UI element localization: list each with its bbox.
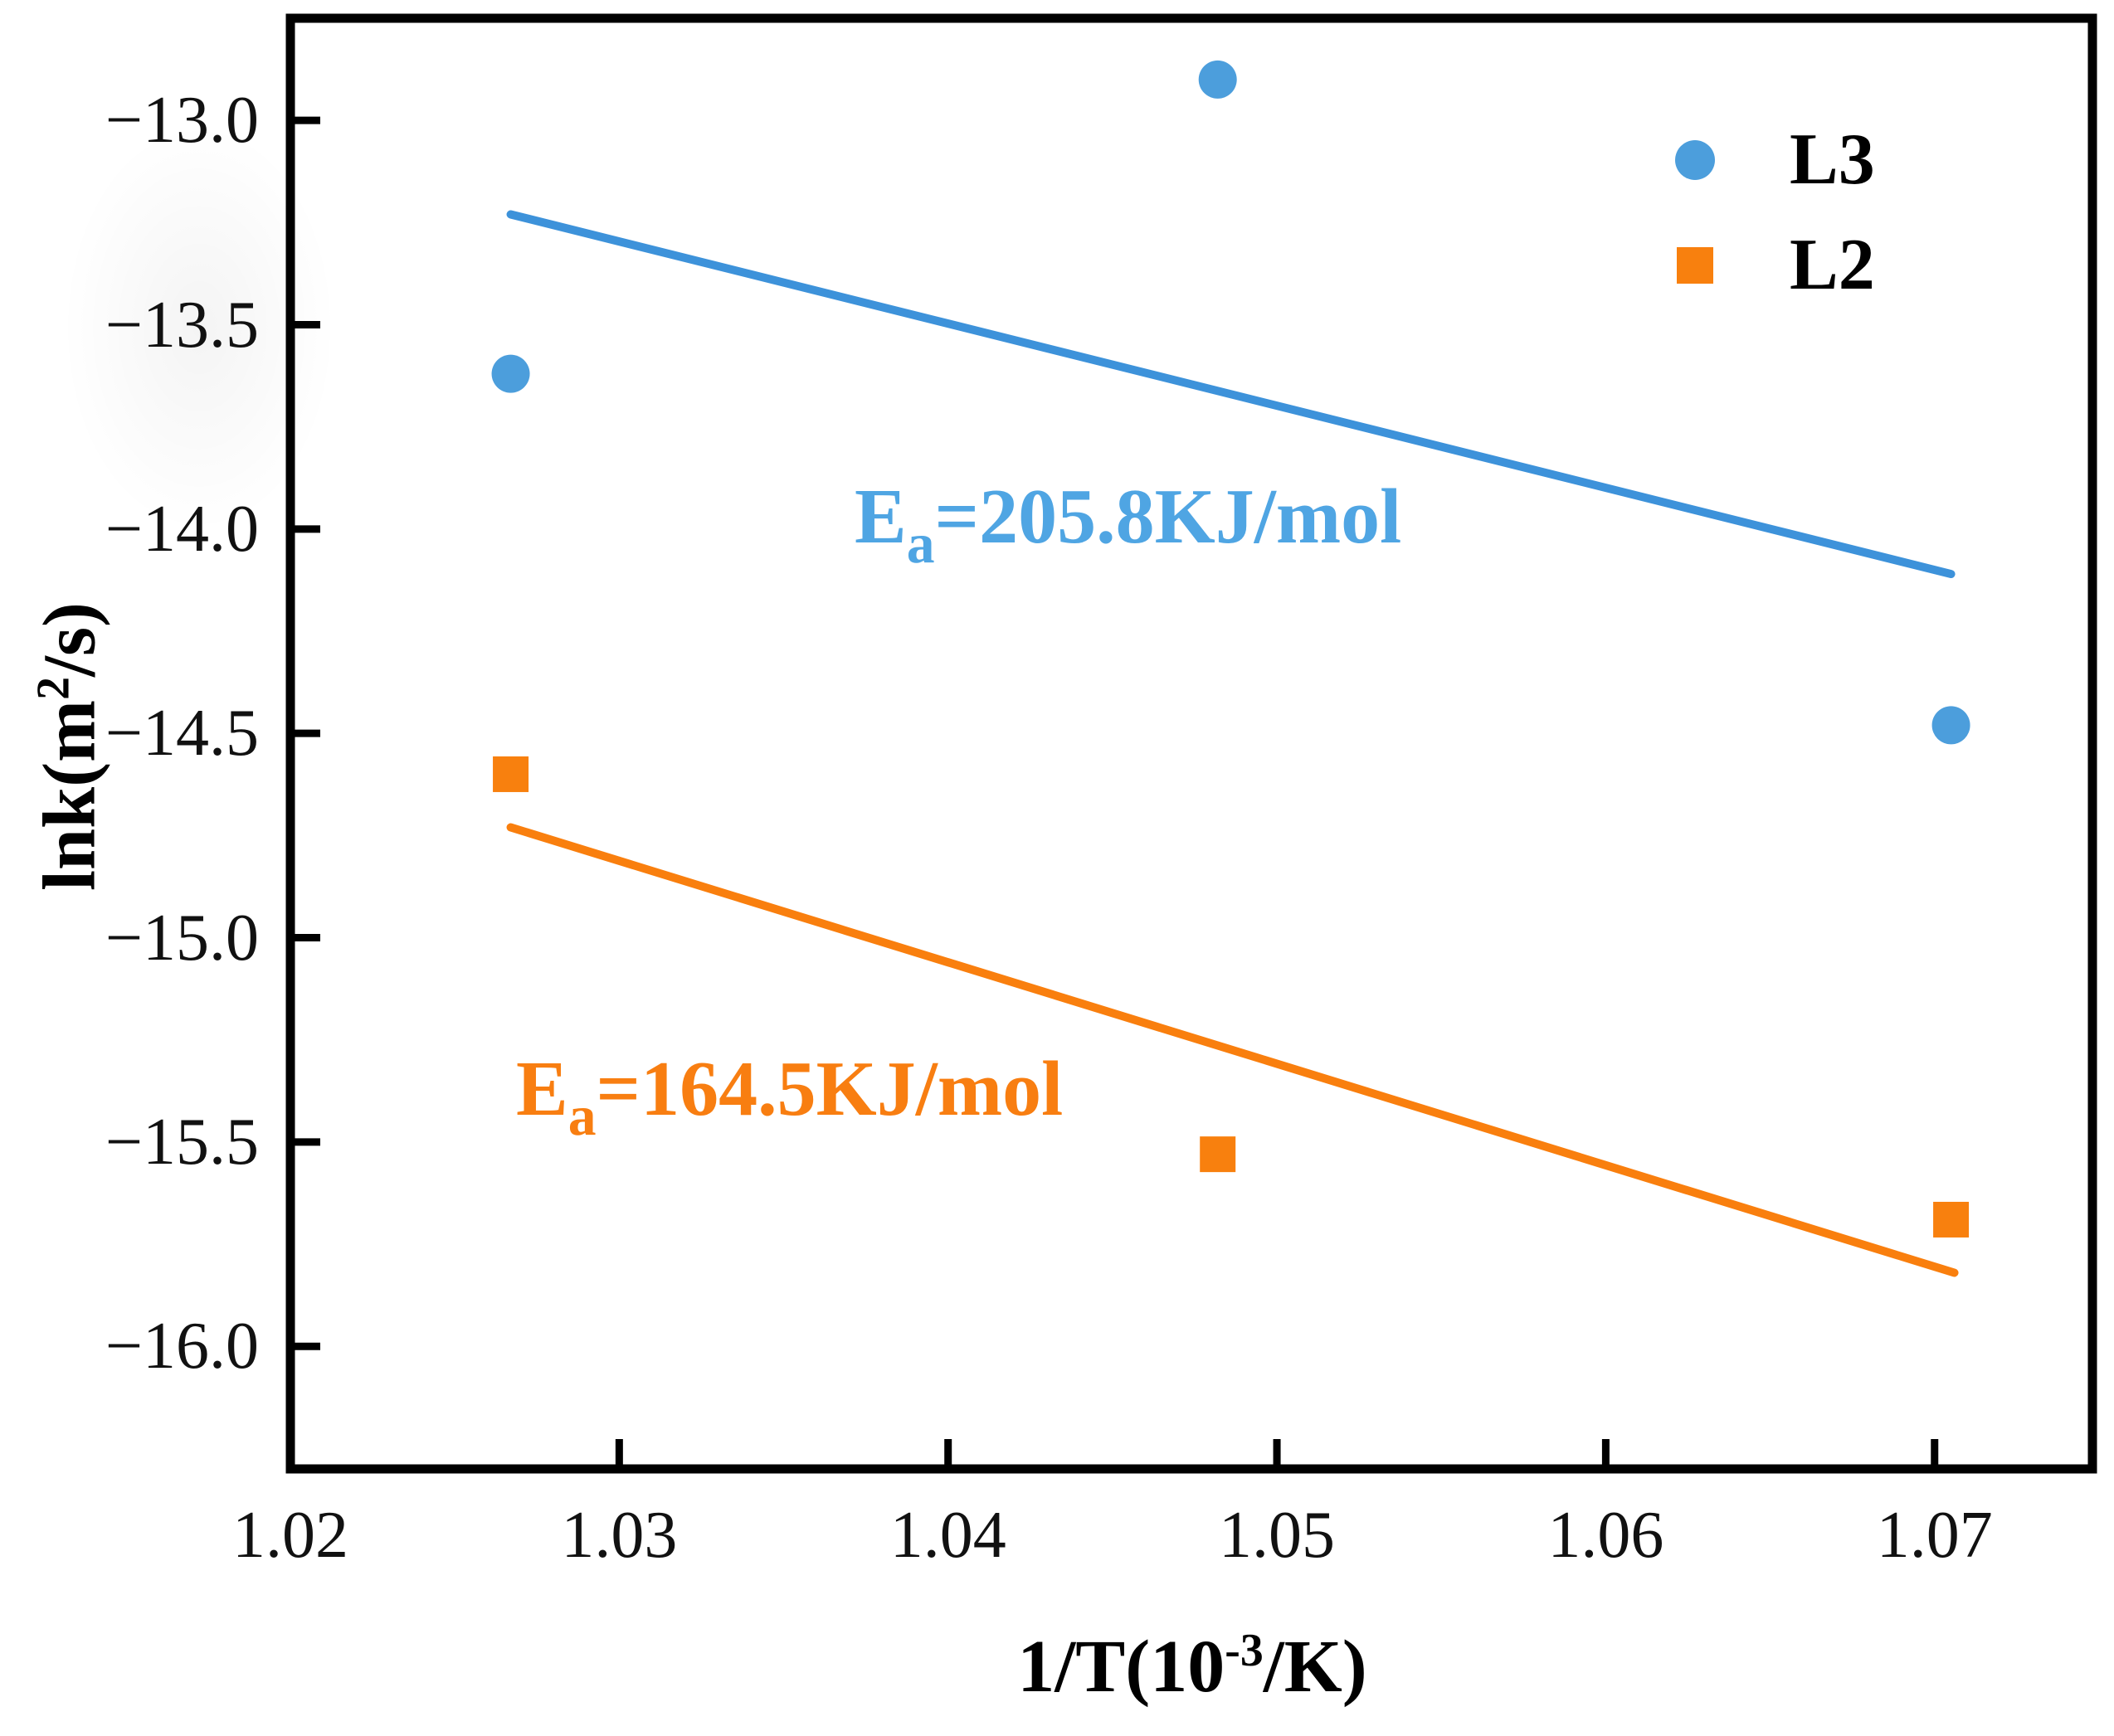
y-tick-label: −15.0 [105,901,259,975]
data-point-l2 [1200,1136,1236,1173]
x-tick-label: 1.04 [889,1499,1006,1572]
annotation-l2-symbol: E [516,1046,568,1132]
data-point-l3 [1198,60,1237,99]
x-axis-title-pre: 1/T(10 [1017,1626,1225,1708]
y-tick-label: −13.5 [105,288,259,362]
y-tick-label: −15.5 [105,1105,259,1179]
x-tick-label: 1.06 [1547,1499,1664,1572]
data-point-l2 [493,756,529,792]
y-axis-title: lnk(m2/s) [27,602,113,891]
x-tick-label: 1.02 [232,1499,348,1572]
legend-item-l2: L2 [1675,221,1875,309]
annotation-l3-subscript: a [906,513,935,576]
annotation-l3-symbol: E [855,474,907,560]
annotation-l2-value: =164.5KJ/mol [596,1046,1064,1132]
x-tick-label: 1.03 [561,1499,678,1572]
legend: L3 L2 [1675,116,1875,327]
y-tick-label: −14.0 [105,492,259,566]
plot-frame [285,13,2097,1474]
x-axis-title-sup: -3 [1225,1625,1264,1676]
x-axis-title-post: /K) [1263,1626,1367,1708]
l3-circle-marker-icon [1675,139,1715,180]
y-axis-title-sup: 2 [27,677,80,700]
y-tick-label: −13.0 [105,84,259,158]
activation-energy-annotation-l2: Ea=164.5KJ/mol [516,1043,1063,1162]
legend-item-l3: L3 [1675,116,1875,203]
annotation-l2-subscript: a [567,1085,597,1148]
activation-energy-annotation-l3: Ea=205.8KJ/mol [855,471,1401,590]
x-tick-label: 1.07 [1876,1499,1993,1572]
annotation-l3-value: =205.8KJ/mol [934,474,1402,560]
data-point-l3 [1931,706,1970,745]
fit-line-l3 [506,210,1956,579]
y-axis-title-pre: lnk(m [28,699,111,891]
data-point-l3 [491,354,530,393]
legend-label-l3: L3 [1790,119,1875,200]
fit-line-l2 [506,823,1959,1277]
y-tick-label: −14.5 [105,697,259,771]
x-tick-label: 1.05 [1219,1499,1336,1572]
legend-label-l2: L2 [1790,225,1875,305]
y-axis-title-post: /s) [28,602,111,678]
y-tick-label: −16.0 [105,1310,259,1383]
l2-square-marker-icon [1677,246,1713,284]
x-axis-title: 1/T(10-3/K) [1017,1624,1366,1709]
data-point-l2 [1933,1201,1970,1238]
